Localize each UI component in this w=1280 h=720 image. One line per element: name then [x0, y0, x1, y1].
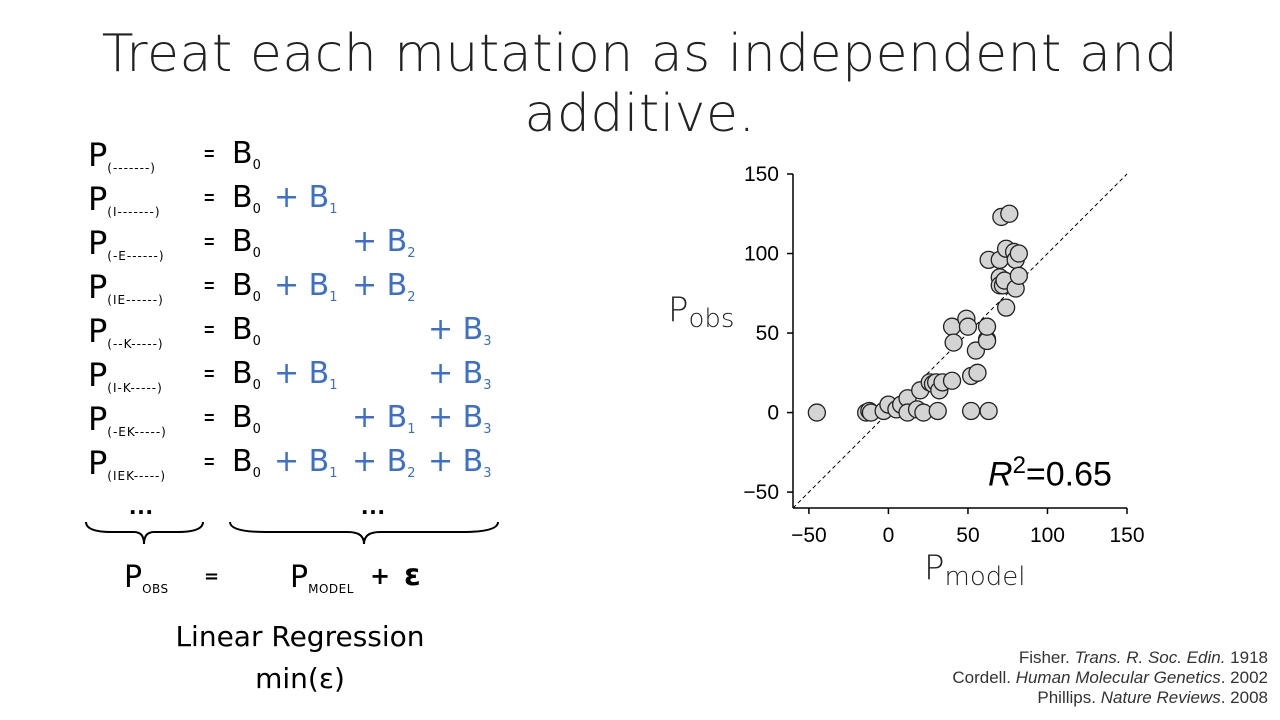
- equation-row: P(-E------) = B0 + B2: [88, 224, 508, 263]
- coefficient-b1: + B1: [352, 400, 416, 437]
- coefficient-b1: + B1: [274, 356, 338, 393]
- coefficient-b0: B0: [232, 356, 261, 393]
- y-tick-label: −50: [743, 481, 779, 504]
- coefficient-b0: B0: [232, 224, 261, 261]
- p-obs: POBS: [124, 560, 169, 596]
- data-point: [958, 317, 978, 336]
- data-point: [942, 371, 962, 390]
- coefficient-b3: + B3: [428, 444, 492, 481]
- coefficient-b1: + B1: [274, 180, 338, 217]
- x-axis-title: Pmodel: [924, 548, 1026, 592]
- x-tick-label: −50: [791, 524, 827, 547]
- x-tick-label: 50: [956, 524, 979, 547]
- equation-row: P(IEK-----) = B0 + B1 + B2 + B3: [88, 444, 508, 483]
- reference-2: Cordell. Human Molecular Genetics. 2002: [952, 668, 1268, 687]
- equals-sign: =: [204, 408, 215, 428]
- coefficient-b1: + B1: [274, 444, 338, 481]
- y-tick-label: 150: [744, 163, 779, 186]
- y-tick-label: 0: [767, 402, 779, 425]
- coefficient-b0: B0: [232, 312, 261, 349]
- summary-plus: +: [370, 562, 391, 590]
- data-point: [996, 298, 1016, 317]
- coefficient-b2: + B2: [352, 268, 416, 305]
- coefficient-b0: B0: [232, 268, 261, 305]
- right-brace: [229, 521, 499, 545]
- equation-row: P(-EK-----) = B0 + B1 + B3: [88, 400, 508, 439]
- data-point: [961, 401, 981, 421]
- equation-lhs: P(I-K-----): [88, 356, 163, 395]
- equals-sign: =: [204, 144, 215, 164]
- right-ellipsis: …: [360, 490, 386, 520]
- equation-lhs: P(-E------): [88, 224, 165, 263]
- data-point: [928, 401, 947, 421]
- coefficient-b1: + B1: [274, 268, 338, 305]
- coefficient-b3: + B3: [428, 312, 492, 349]
- equation-lhs: P(-EK-----): [88, 400, 167, 439]
- epsilon: ε: [404, 558, 421, 593]
- x-tick-label: 0: [883, 524, 895, 547]
- data-point: [979, 401, 998, 421]
- equation-lhs: P(IE------): [88, 268, 164, 307]
- r-squared-label: R2=0.65: [988, 452, 1112, 494]
- equation-row: P(I-K-----) = B0 + B1 + B3: [88, 356, 508, 395]
- equation-row: P(IE------) = B0 + B1 + B2: [88, 268, 508, 307]
- equals-sign: =: [204, 320, 215, 340]
- equals-sign: =: [204, 452, 215, 472]
- coefficient-b0: B0: [232, 400, 261, 437]
- data-point: [977, 317, 997, 336]
- equation-row: P(-------) = B0: [88, 136, 508, 175]
- p-model: PMODEL: [290, 560, 354, 596]
- equals-sign: =: [204, 364, 215, 384]
- y-tick-label: 50: [756, 322, 779, 345]
- y-tick-label: 100: [744, 243, 779, 266]
- equals-sign: =: [204, 276, 215, 296]
- data-point: [807, 403, 827, 422]
- reference-1: Fisher. Trans. R. Soc. Edin. 1918: [1018, 648, 1268, 667]
- method-line1: Linear Regression: [175, 620, 425, 653]
- x-tick-label: 150: [1109, 524, 1144, 547]
- equals-sign: =: [204, 188, 215, 208]
- coefficient-b2: + B2: [352, 224, 416, 261]
- left-brace: [85, 521, 204, 545]
- coefficient-b3: + B3: [428, 356, 492, 393]
- data-point: [968, 363, 987, 382]
- equation-lhs: P(-------): [88, 136, 156, 175]
- equation-row: P(I-------) = B0 + B1: [88, 180, 508, 219]
- coefficient-b0: B0: [232, 180, 261, 217]
- y-axis-title: Pobs: [668, 290, 735, 334]
- data-point: [944, 333, 963, 352]
- identity-line: [792, 173, 1128, 509]
- slide-title: Treat each mutation as independent and a…: [101, 24, 1179, 144]
- coefficient-b0: B0: [232, 444, 261, 481]
- equation-lhs: P(I-------): [88, 180, 161, 219]
- x-tick-label: 100: [1030, 524, 1065, 547]
- coefficient-b2: + B2: [352, 444, 416, 481]
- scatter-plot: −50 0 50 100 150 −50 0 50 100 150: [743, 163, 1144, 547]
- data-point: [1000, 204, 1019, 223]
- method-line2: min(ε): [255, 662, 345, 695]
- reference-3: Phillips. Nature Reviews. 2008: [1037, 688, 1268, 707]
- data-point: [1009, 266, 1028, 285]
- data-point: [1009, 244, 1028, 263]
- coefficient-b3: + B3: [428, 400, 492, 437]
- equals-sign: =: [204, 232, 215, 252]
- summary-equals: =: [204, 566, 220, 587]
- coefficient-b0: B0: [232, 136, 261, 173]
- equation-row: P(--K-----) = B0 + B3: [88, 312, 508, 351]
- equation-lhs: P(--K-----): [88, 312, 164, 351]
- left-ellipsis: …: [128, 490, 154, 520]
- equation-lhs: P(IEK-----): [88, 444, 167, 483]
